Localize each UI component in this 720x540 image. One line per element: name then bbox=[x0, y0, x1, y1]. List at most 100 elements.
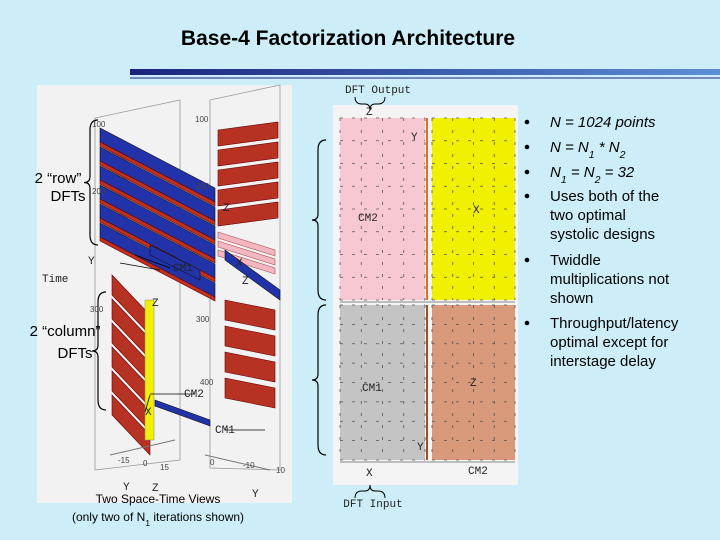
text-segment: N = N bbox=[550, 139, 589, 156]
axis-label: CM2 bbox=[184, 389, 204, 401]
text-segment: N = 1024 points bbox=[550, 114, 656, 131]
bullet-dot bbox=[524, 119, 530, 125]
text-segment: 1 bbox=[589, 149, 595, 161]
bullet-text: N1 = N2 = 32 bbox=[550, 164, 635, 186]
grid-label: Z bbox=[470, 378, 477, 390]
bullet-text: optimal except for bbox=[550, 334, 668, 351]
column-label: 2 “column” bbox=[30, 323, 101, 340]
axis-label: X bbox=[236, 258, 243, 270]
tick-label: 400 bbox=[200, 378, 214, 387]
bullet-text: N = N1 * N2 bbox=[550, 139, 626, 161]
axis-label: Z bbox=[242, 276, 249, 288]
text-segment: 1 bbox=[145, 518, 150, 528]
bullet-dot bbox=[524, 320, 530, 326]
right-drawing bbox=[311, 96, 518, 499]
slab bbox=[224, 377, 276, 409]
title: Base-4 Factorization Architecture bbox=[181, 27, 515, 50]
slab bbox=[99, 198, 216, 264]
bullet-dot bbox=[524, 257, 530, 263]
bullet-text: two optimal bbox=[550, 207, 626, 224]
row-label: 2 “row” bbox=[35, 170, 82, 187]
axis-label: Z bbox=[223, 203, 230, 215]
output-brace bbox=[354, 96, 386, 111]
bullet-dot bbox=[524, 193, 530, 199]
slab bbox=[154, 399, 211, 427]
column-brace bbox=[91, 291, 107, 411]
pointer bbox=[134, 254, 171, 269]
text-segment: multiplications not bbox=[550, 271, 670, 288]
bullet-dot bbox=[524, 169, 530, 175]
slab bbox=[99, 179, 216, 245]
bullet-text: shown bbox=[550, 290, 593, 307]
grid-label: Y bbox=[417, 442, 424, 454]
input-label: DFT Input bbox=[343, 499, 402, 511]
output-label: DFT Output bbox=[345, 85, 411, 97]
text-segment: Two Space-Time Views bbox=[96, 492, 221, 506]
tick-label: 100 bbox=[92, 120, 106, 129]
text-segment: Uses both of the bbox=[550, 188, 659, 205]
slab bbox=[217, 201, 279, 227]
slab bbox=[217, 181, 279, 207]
bottom-brace bbox=[311, 304, 327, 456]
bullet-text: systolic designs bbox=[550, 226, 655, 243]
slab bbox=[99, 236, 216, 302]
grid-label: X bbox=[473, 205, 480, 217]
axis-label: Z bbox=[152, 298, 159, 310]
yellow-strip bbox=[144, 299, 155, 441]
text-segment: (only two of N bbox=[72, 510, 145, 524]
axis-label: Y bbox=[123, 482, 130, 494]
tick-label: 300 bbox=[90, 305, 104, 314]
title-rule bbox=[130, 69, 720, 75]
text-segment: Twiddle bbox=[550, 252, 601, 269]
axis-label: CM1 bbox=[173, 263, 193, 275]
slab bbox=[217, 240, 276, 266]
base-axis bbox=[204, 454, 271, 471]
left-drawing bbox=[83, 84, 281, 471]
axis-label: Y bbox=[252, 489, 259, 501]
grid-label: CM1 bbox=[362, 383, 382, 395]
slab bbox=[149, 244, 201, 281]
axis-label: X bbox=[145, 407, 152, 419]
base-axis bbox=[109, 439, 176, 456]
tick-label: 15 bbox=[160, 463, 169, 472]
bullet-dot bbox=[524, 144, 530, 150]
text-segment: 1 bbox=[561, 174, 567, 186]
slab bbox=[99, 141, 216, 207]
slab bbox=[99, 160, 216, 226]
text-segment: 2 bbox=[619, 149, 626, 161]
axis-label: Y bbox=[88, 256, 95, 268]
grid-label: CM2 bbox=[468, 466, 488, 478]
slab bbox=[217, 161, 279, 187]
grid-label: Y bbox=[411, 132, 418, 144]
tick-label: 200 bbox=[196, 182, 210, 191]
slab bbox=[217, 121, 279, 147]
tick-label: 0 bbox=[210, 458, 215, 467]
text-segment: optimal except for bbox=[550, 334, 668, 351]
grid-label: CM2 bbox=[358, 213, 378, 225]
text-segment: systolic designs bbox=[550, 226, 655, 243]
tick-label: 300 bbox=[196, 315, 210, 324]
tick-label: -10 bbox=[243, 461, 255, 470]
pointer bbox=[144, 394, 151, 413]
text-segment: interstage delay bbox=[550, 353, 656, 370]
caption: Two Space-Time Views bbox=[96, 492, 221, 506]
tick-label: -15 bbox=[118, 456, 130, 465]
text-segment: iterations shown) bbox=[150, 510, 244, 524]
axis-label: Time bbox=[42, 274, 68, 286]
input-brace bbox=[354, 484, 386, 499]
slab bbox=[224, 299, 276, 331]
tick-label: 100 bbox=[195, 115, 209, 124]
row-brace bbox=[83, 119, 99, 246]
slab bbox=[224, 325, 276, 357]
tick-label: 200 bbox=[92, 187, 106, 196]
bullet-text: Uses both of the bbox=[550, 188, 659, 205]
bullet-text: Throughput/latency bbox=[550, 315, 679, 332]
column-outline bbox=[209, 84, 281, 471]
tick-label: 0 bbox=[143, 459, 148, 468]
axis-label: CM1 bbox=[215, 425, 235, 437]
bullet-text: interstage delay bbox=[550, 353, 656, 370]
row-label: DFTs bbox=[51, 188, 86, 205]
text-segment: = 32 bbox=[600, 164, 634, 181]
text-segment: = N bbox=[567, 164, 595, 181]
